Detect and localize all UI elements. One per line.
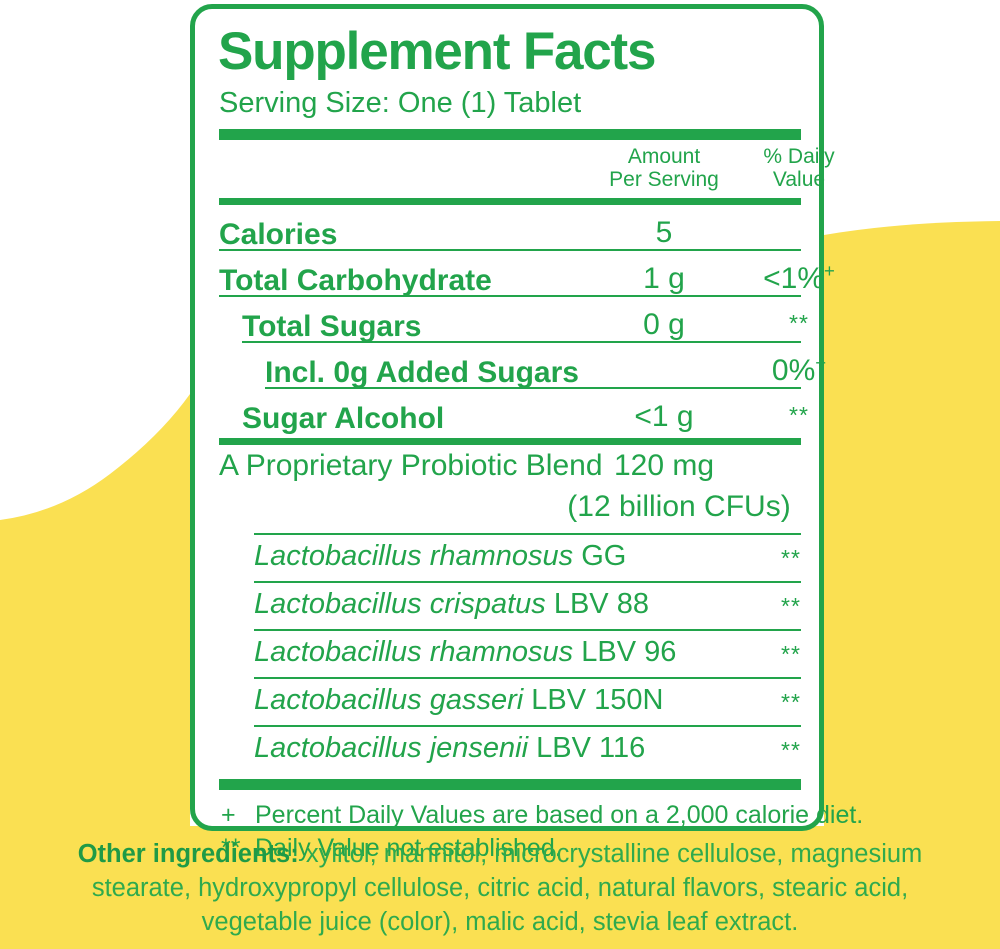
strain-name: Lactobacillus crispatus LBV 88 (254, 590, 649, 619)
proprietary-blend-row: A Proprietary Probiotic Blend 120 mg (12… (219, 445, 805, 533)
strain-name: Lactobacillus rhamnosus GG (254, 542, 626, 571)
blend-amount: 120 mg (613, 449, 715, 482)
table-row: Sugar Alcohol <1 g ** (242, 389, 808, 435)
table-row: Total Sugars 0 g ** (242, 297, 808, 343)
strain-designation: LBV 116 (536, 732, 646, 764)
row-label-total-sugars: Total Sugars (242, 310, 422, 343)
table-row: Incl. 0g Added Sugars 0%+ (265, 343, 826, 389)
row-divider (219, 249, 801, 251)
serving-size-text: Serving Size: One (1) Tablet (219, 87, 582, 119)
strain-designation: LBV 88 (553, 588, 649, 620)
rule-above-footnotes (219, 779, 801, 790)
other-ingredients-label: Other ingredients: (77, 840, 299, 868)
footnote-mark: + (221, 801, 236, 829)
column-header-amount-per-serving: Amount Per Serving (609, 145, 719, 191)
row-amount-sugar-alcohol: <1 g (634, 400, 694, 433)
strain-dv: ** (781, 737, 801, 763)
row-amount-total-carbohydrate: 1 g (643, 262, 685, 295)
row-dv-sugar-alcohol: ** (789, 402, 809, 428)
strain-genus-species: Lactobacillus rhamnosus (254, 540, 574, 572)
table-row: Total Carbohydrate 1 g <1%+ (219, 251, 835, 297)
page-title: Supplement Facts (218, 22, 656, 81)
row-divider (254, 581, 801, 583)
row-divider (219, 295, 801, 297)
dagger-mark: + (824, 260, 835, 281)
row-label-calories: Calories (219, 218, 338, 251)
blend-label: A Proprietary Probiotic Blend (219, 449, 603, 482)
strain-dv: ** (781, 689, 801, 715)
footnote-daily-values: + Percent Daily Values are based on a 2,0… (221, 799, 863, 832)
strain-row: Lactobacillus crispatus LBV 88 ** (254, 583, 805, 629)
table-row: Calories 5 (219, 205, 805, 251)
blend-amount-cfu: (12 billion CFUs) (567, 490, 791, 523)
row-label-added-sugars: Incl. 0g Added Sugars (265, 356, 579, 389)
strain-genus-species: Lactobacillus crispatus (254, 588, 546, 620)
strain-designation: LBV 150N (531, 684, 664, 716)
row-amount-calories: 5 (655, 216, 673, 249)
strain-name: Lactobacillus jensenii LBV 116 (254, 734, 645, 763)
other-ingredients-text: xylitol, mannitol, microcrystalline cell… (91, 840, 923, 936)
row-dv-total-carbohydrate: <1%+ (763, 260, 835, 295)
row-divider (254, 533, 801, 535)
strain-designation: LBV 96 (581, 636, 677, 668)
strain-row: Lactobacillus gasseri LBV 150N ** (254, 679, 805, 725)
strain-genus-species: Lactobacillus rhamnosus (254, 636, 574, 668)
footnotes: + Percent Daily Values are based on a 2,0… (221, 799, 863, 865)
column-header-percent-daily-value: % Daily Value (763, 145, 835, 191)
strain-name: Lactobacillus gasseri LBV 150N (254, 686, 663, 715)
strain-dv: ** (781, 593, 801, 619)
rule-below-serving-size (219, 129, 801, 140)
row-divider (254, 629, 801, 631)
row-divider (265, 387, 801, 389)
row-divider (254, 725, 801, 727)
strain-designation: GG (581, 540, 627, 572)
footnote-not-established: ** Daily Value not established. (221, 832, 805, 865)
row-amount-total-sugars: 0 g (643, 308, 685, 341)
strain-row: Lactobacillus rhamnosus GG ** (254, 535, 805, 581)
row-dv-added-sugars: 0%+ (771, 352, 827, 387)
strain-dv: ** (781, 641, 801, 667)
dagger-mark: + (815, 352, 827, 373)
supplement-facts-panel: Supplement Facts Serving Size: One (1) T… (190, 4, 863, 862)
rule-below-column-headers (219, 198, 801, 205)
strain-row: Lactobacillus rhamnosus LBV 96 ** (254, 631, 805, 677)
strain-genus-species: Lactobacillus gasseri (254, 684, 524, 716)
footnote-text: Daily Value not established. (255, 834, 562, 862)
footnote-text: Percent Daily Values are based on a 2,00… (255, 801, 864, 829)
strain-name: Lactobacillus rhamnosus LBV 96 (254, 638, 676, 667)
strain-dv: ** (781, 545, 801, 571)
row-divider (254, 677, 801, 679)
row-dv-total-sugars: ** (789, 310, 809, 336)
row-label-sugar-alcohol: Sugar Alcohol (242, 402, 445, 435)
other-ingredients-block: Other ingredients: xylitol, mannitol, mi… (50, 838, 950, 940)
rule-above-blend (219, 438, 801, 445)
column-headers: Amount Per Serving % Daily Value (219, 140, 834, 198)
row-divider (242, 341, 801, 343)
strain-genus-species: Lactobacillus jensenii (254, 732, 529, 764)
footnote-mark: ** (221, 834, 241, 862)
strain-row: Lactobacillus jensenii LBV 116 ** (254, 727, 805, 773)
row-label-total-carbohydrate: Total Carbohydrate (219, 264, 492, 297)
